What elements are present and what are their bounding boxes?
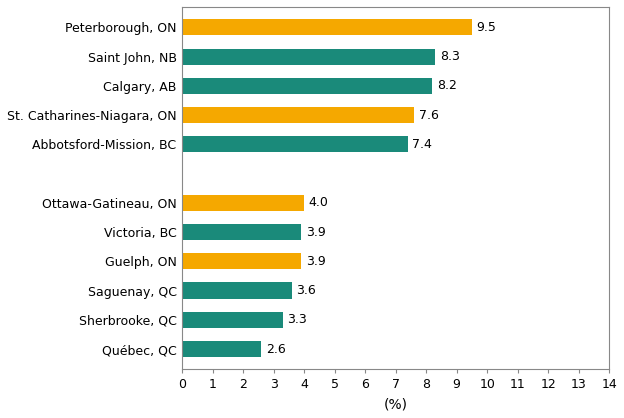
Text: 8.2: 8.2 (437, 79, 457, 92)
Bar (182, 341, 261, 357)
Bar (182, 107, 414, 123)
Bar (182, 224, 301, 240)
Text: 4.0: 4.0 (309, 196, 329, 209)
Bar (182, 253, 301, 269)
X-axis label: (%): (%) (384, 397, 407, 411)
Text: 2.6: 2.6 (266, 342, 286, 355)
Bar (182, 48, 436, 65)
Text: 3.9: 3.9 (306, 255, 326, 268)
Text: 8.3: 8.3 (440, 50, 460, 63)
Bar (182, 78, 432, 94)
Bar (182, 136, 408, 153)
Text: 7.4: 7.4 (412, 138, 432, 151)
Text: 7.6: 7.6 (419, 109, 439, 122)
Text: 9.5: 9.5 (477, 21, 496, 34)
Text: 3.6: 3.6 (296, 284, 316, 297)
Bar (182, 195, 304, 211)
Bar (182, 312, 283, 328)
Text: 3.3: 3.3 (288, 313, 307, 326)
Text: 3.9: 3.9 (306, 226, 326, 239)
Bar (182, 283, 292, 298)
Bar (182, 19, 472, 36)
